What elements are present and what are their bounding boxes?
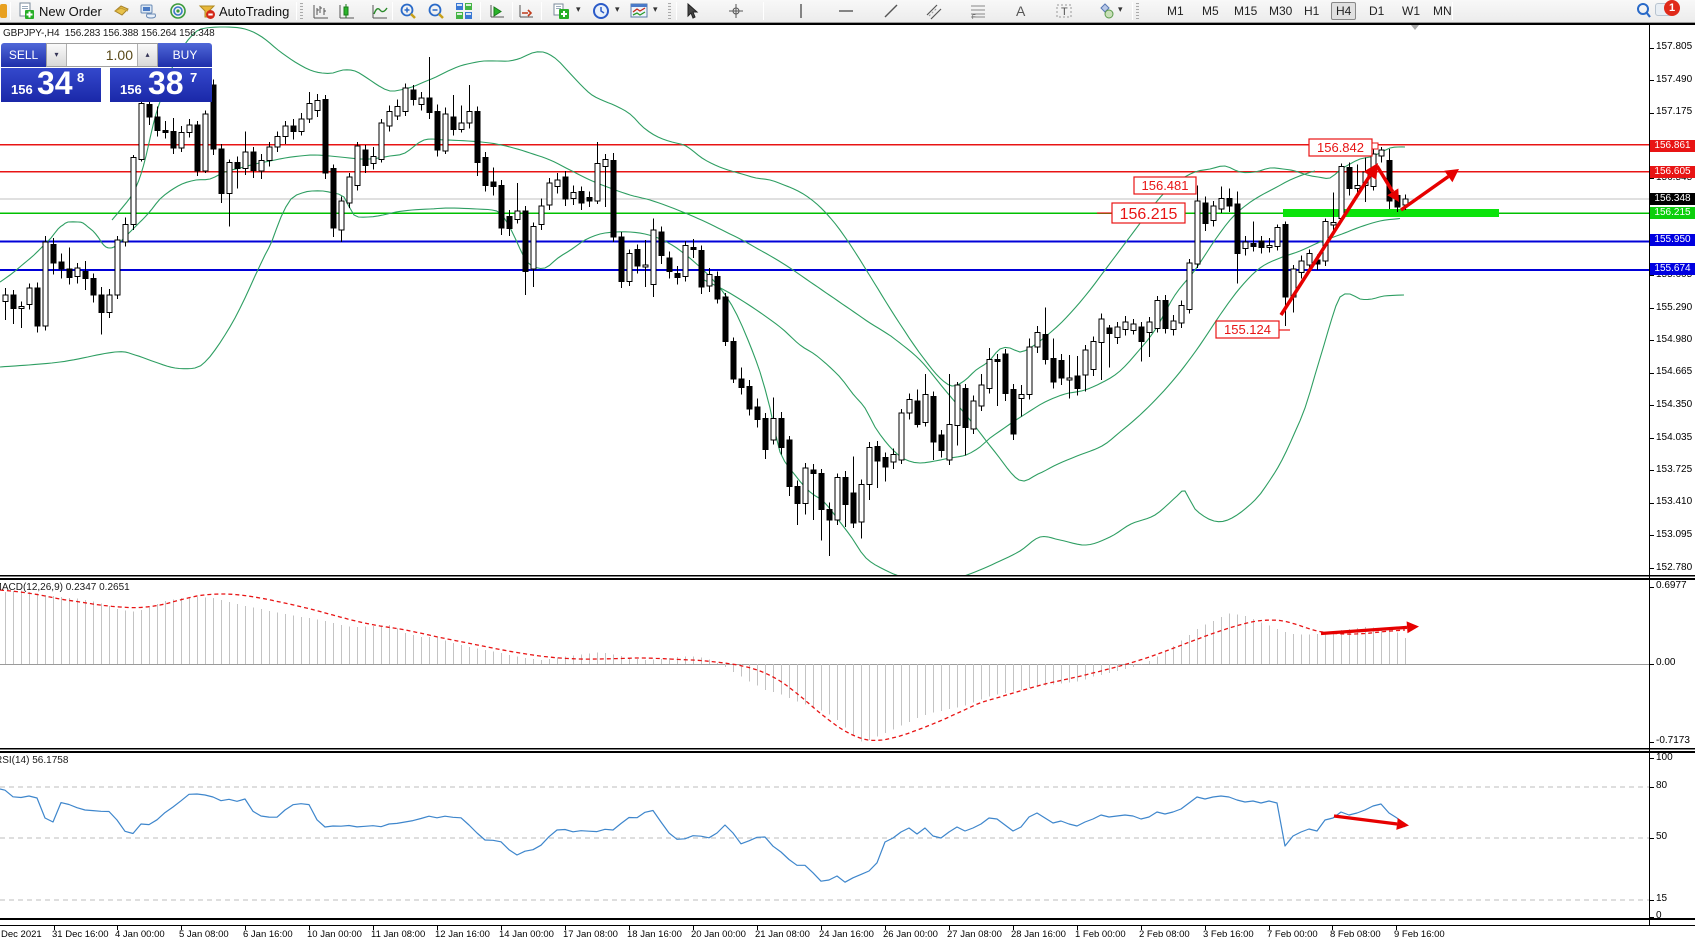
- svg-text:155.124: 155.124: [1224, 322, 1271, 337]
- svg-text:156.842: 156.842: [1317, 140, 1364, 155]
- svg-text:156.215: 156.215: [1120, 206, 1178, 223]
- svg-text:A: A: [1016, 3, 1026, 19]
- svg-text:F: F: [972, 15, 976, 20]
- svg-text:156.481: 156.481: [1142, 178, 1189, 193]
- svg-text:T: T: [1061, 6, 1068, 18]
